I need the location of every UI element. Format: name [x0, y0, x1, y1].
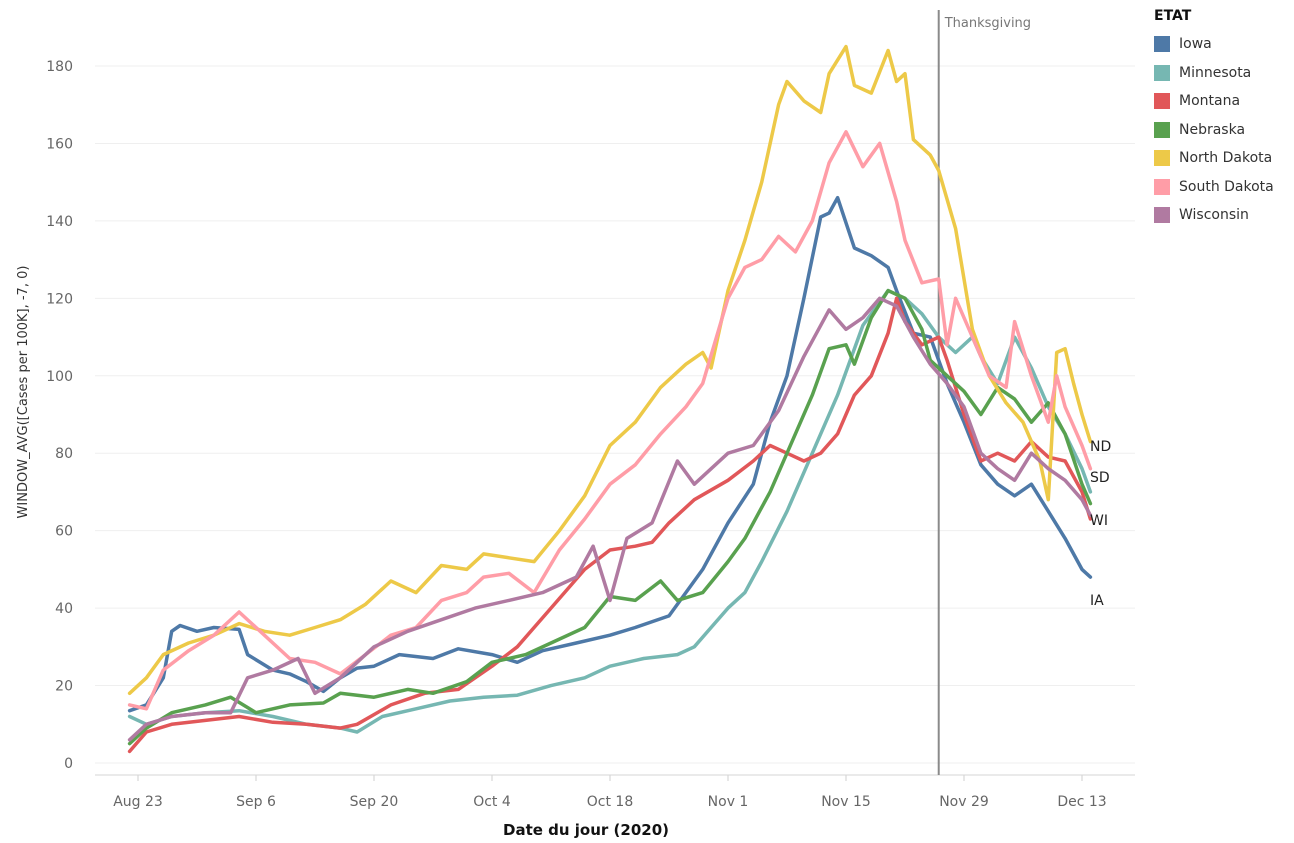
series-lines [127, 44, 1093, 754]
series-line-iowa [127, 195, 1093, 713]
legend-item[interactable]: Wisconsin [1154, 201, 1274, 230]
legend-item[interactable]: Minnesota [1154, 59, 1274, 88]
legend-title: ETAT [1154, 8, 1192, 24]
y-axis-title: WINDOW_AVG([Cases per 100K], -7, 0) [16, 266, 31, 519]
end-label-wi: WI [1090, 513, 1108, 529]
legend-swatch [1154, 178, 1170, 195]
legend-swatch [1154, 93, 1170, 110]
legend-label: North Dakota [1179, 150, 1273, 167]
y-tick-label: 160 [46, 136, 73, 152]
legend: ETAT Iowa Minnesota Montana Nebraska North D… [1154, 8, 1274, 230]
thanksgiving-label: Thanksgiving [944, 16, 1031, 31]
y-tick-label: 0 [64, 756, 73, 772]
legend-swatch [1154, 150, 1170, 167]
y-tick-label: 20 [55, 679, 73, 695]
legend-items: Iowa Minnesota Montana Nebraska North Dakota… [1154, 30, 1274, 230]
legend-label: Nebraska [1179, 121, 1246, 138]
y-tick-label: 100 [46, 369, 73, 385]
legend-label: South Dakota [1179, 178, 1274, 195]
legend-swatch [1154, 64, 1170, 81]
x-tick-label: Oct 4 [473, 794, 511, 810]
legend-label: Wisconsin [1179, 207, 1249, 224]
end-labels: IA ND SD WI [1090, 439, 1111, 609]
end-label-nd: ND [1090, 439, 1111, 455]
y-axis-ticks: 0 20 40 60 80 100 120 140 160 180 [46, 59, 73, 772]
series-line-montana [127, 296, 1093, 754]
gridlines [95, 65, 1135, 764]
legend-label: Montana [1179, 93, 1241, 110]
series-line-wisconsin [127, 296, 1093, 742]
y-tick-label: 40 [55, 601, 73, 617]
legend-item[interactable]: Montana [1154, 87, 1274, 116]
y-tick-label: 80 [55, 446, 73, 462]
x-tick-label: Nov 15 [821, 794, 871, 810]
legend-swatch [1154, 121, 1170, 138]
legend-label: Minnesota [1179, 64, 1252, 81]
x-axis-title: Date du jour (2020) [503, 821, 669, 839]
legend-item[interactable]: North Dakota [1154, 144, 1274, 173]
legend-item[interactable]: South Dakota [1154, 173, 1274, 202]
series-line-south-dakota [127, 130, 1093, 711]
legend-swatch [1154, 36, 1170, 53]
x-tick-label: Aug 23 [113, 794, 163, 810]
x-axis-ticks: Aug 23 Sep 6 Sep 20 Oct 4 Oct 18 Nov 1 Nov 15 N… [113, 775, 1107, 810]
x-tick-label: Dec 13 [1057, 794, 1106, 810]
x-tick-label: Nov 1 [708, 794, 749, 810]
legend-label: Iowa [1179, 36, 1212, 53]
y-tick-label: 120 [46, 291, 73, 307]
end-label-sd: SD [1090, 470, 1110, 486]
y-tick-label: 60 [55, 524, 73, 540]
x-tick-label: Sep 20 [350, 794, 399, 810]
end-label-ia: IA [1090, 593, 1104, 609]
legend-item[interactable]: Iowa [1154, 30, 1274, 59]
x-tick-label: Sep 6 [236, 794, 276, 810]
y-tick-label: 180 [46, 59, 73, 75]
legend-item[interactable]: Nebraska [1154, 116, 1274, 145]
series-line-nebraska [127, 288, 1093, 746]
x-tick-label: Oct 18 [587, 794, 633, 810]
legend-swatch [1154, 207, 1170, 224]
thanksgiving-annotation: Thanksgiving [937, 10, 1031, 775]
x-tick-label: Nov 29 [939, 794, 989, 810]
y-tick-label: 140 [46, 214, 73, 230]
